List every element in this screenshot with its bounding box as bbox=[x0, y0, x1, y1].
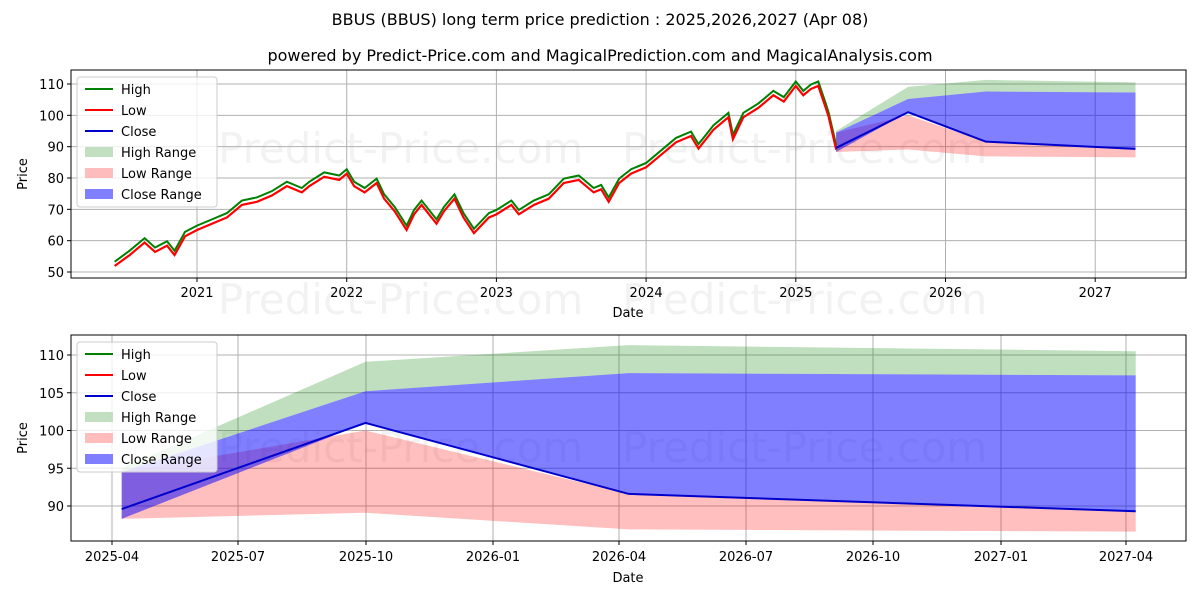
y-tick-label: 90 bbox=[47, 141, 64, 156]
low-line bbox=[114, 84, 838, 267]
x-tick-label: 2022 bbox=[330, 286, 363, 301]
y-tick-label: 70 bbox=[47, 203, 64, 218]
x-tick-label: 2025 bbox=[779, 286, 812, 301]
top-price-chart: Predict-Price.com Predict-Price.com Predic… bbox=[16, 69, 1187, 324]
watermark-text: Predict-Price.com bbox=[622, 275, 987, 324]
close-line bbox=[121, 421, 1136, 513]
x-tick-label: 2023 bbox=[480, 286, 513, 301]
low-range-band bbox=[836, 115, 1136, 158]
y-axis-label: Price bbox=[16, 158, 31, 190]
legend-patch-icon bbox=[85, 147, 113, 157]
legend-label: Low Range bbox=[121, 432, 192, 447]
x-tick-label: 2021 bbox=[180, 286, 213, 301]
legend-label: High Range bbox=[121, 411, 196, 426]
y-tick-label: 100 bbox=[39, 425, 64, 440]
y-tick-label: 60 bbox=[47, 235, 64, 250]
legend-patch-icon bbox=[85, 433, 113, 443]
close-range-band bbox=[121, 373, 1136, 519]
legend-label: Close bbox=[121, 390, 156, 405]
x-tick-label: 2026-04 bbox=[592, 550, 646, 565]
x-tick-label: 2026 bbox=[929, 286, 962, 301]
legend-label: Close Range bbox=[121, 188, 202, 203]
legend-label: Low bbox=[121, 104, 147, 119]
watermark-text: Predict-Price.com bbox=[218, 124, 583, 173]
watermark-text: Predict-Price.com bbox=[622, 124, 987, 173]
x-tick-label: 2025-04 bbox=[85, 550, 139, 565]
x-tick-label: 2027-01 bbox=[974, 550, 1028, 565]
x-tick-label: 2026-01 bbox=[466, 550, 520, 565]
x-tick-label: 2027-04 bbox=[1099, 550, 1153, 565]
legend-label: High bbox=[121, 348, 151, 363]
x-axis-label: Date bbox=[612, 306, 643, 321]
close-line bbox=[835, 111, 1136, 150]
y-axis-label: Price bbox=[16, 422, 31, 454]
legend-patch-icon bbox=[85, 412, 113, 422]
legend-label: Low Range bbox=[121, 167, 192, 182]
legend-patch-icon bbox=[85, 454, 113, 464]
high-range-band bbox=[121, 345, 1136, 473]
legend-label: Close Range bbox=[121, 453, 202, 468]
y-tick-label: 110 bbox=[39, 349, 64, 364]
legend-label: Close bbox=[121, 125, 156, 140]
legend-label: High Range bbox=[121, 146, 196, 161]
legend-label: High bbox=[121, 83, 151, 98]
bottom-forecast-chart: Predict-Price.comPredict-Price.com2025-0… bbox=[16, 334, 1187, 586]
low-range-band bbox=[121, 430, 1136, 532]
x-tick-label: 2025-07 bbox=[211, 550, 265, 565]
y-tick-label: 110 bbox=[39, 78, 64, 93]
x-tick-label: 2027 bbox=[1079, 286, 1112, 301]
x-tick-label: 2025-10 bbox=[339, 550, 393, 565]
x-tick-label: 2026-07 bbox=[719, 550, 773, 565]
chart-title: BBUS (BBUS) long term price prediction :… bbox=[331, 10, 869, 29]
chart-subtitle: powered by Predict-Price.com and Magical… bbox=[267, 46, 933, 65]
y-tick-label: 95 bbox=[47, 462, 64, 477]
high-line bbox=[114, 79, 838, 263]
legend-patch-icon bbox=[85, 189, 113, 199]
legend-patch-icon bbox=[85, 168, 113, 178]
y-tick-label: 50 bbox=[47, 266, 64, 281]
x-tick-label: 2024 bbox=[630, 286, 663, 301]
axes-frame bbox=[70, 334, 1187, 542]
close-range-band bbox=[836, 91, 1136, 152]
x-tick-label: 2026-10 bbox=[846, 550, 900, 565]
y-tick-label: 105 bbox=[39, 387, 64, 402]
y-tick-label: 90 bbox=[47, 500, 64, 515]
axes-frame bbox=[70, 69, 1187, 279]
y-tick-label: 100 bbox=[39, 109, 64, 124]
legend-label: Low bbox=[121, 369, 147, 384]
watermark-text: Predict-Price.com bbox=[218, 275, 583, 324]
high-range-band bbox=[836, 79, 1136, 133]
y-tick-label: 80 bbox=[47, 172, 64, 187]
x-axis-label: Date bbox=[612, 571, 643, 586]
